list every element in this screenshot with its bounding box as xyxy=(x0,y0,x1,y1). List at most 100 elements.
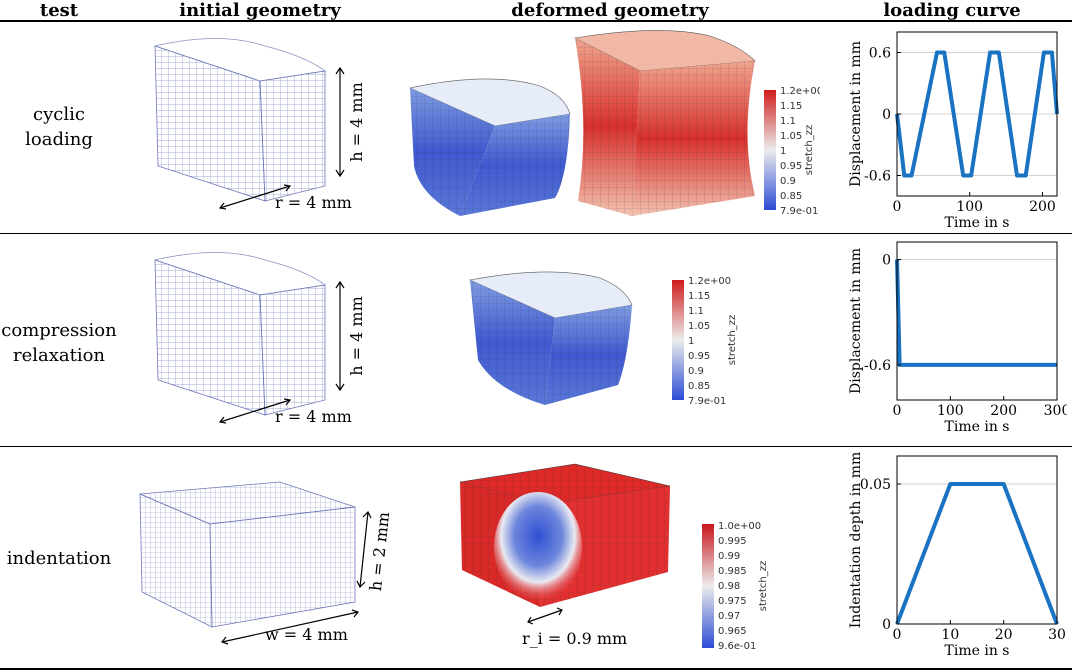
colorbar-ticks: 1.0e+00 0.995 0.99 0.985 0.98 0.975 0.97… xyxy=(718,521,761,652)
colorbar-title: stretch_zz xyxy=(804,125,815,175)
colorbar-tick: 0.95 xyxy=(688,351,710,362)
loading-curve-indentation: 0 10 20 30 0 0.05 Time in s Indentation depth i… xyxy=(848,452,1066,659)
colorbar-tick: 0.97 xyxy=(718,611,740,622)
x-tick-label: 10 xyxy=(941,627,959,643)
colorbar-tick: 1 xyxy=(688,336,694,347)
series-line xyxy=(895,482,1059,625)
colorbar-title: stretch_zz xyxy=(727,315,738,365)
colorbar-tick: 0.98 xyxy=(718,581,740,592)
w-label: w = 4 mm xyxy=(265,625,348,644)
x-tick-label: 0 xyxy=(893,627,902,643)
colorbar-ticks: 1.2e+00 1.15 1.1 1.05 1 0.95 0.9 0.85 7.… xyxy=(688,276,731,407)
indentation-zone xyxy=(494,492,582,602)
x-tick-label: 0 xyxy=(893,403,902,419)
x-tick-label: 20 xyxy=(995,627,1013,643)
colorbar-tick: 0.85 xyxy=(780,191,802,202)
x-tick-label: 100 xyxy=(937,403,964,419)
y-axis-label: Indentation depth in mm xyxy=(848,452,864,628)
r-label: r = 4 mm xyxy=(275,407,352,426)
initial-geometry-cyclic: h = 4 mm r = 4 mm xyxy=(153,38,366,212)
colorbar-tick: 0.99 xyxy=(718,551,740,562)
header-test: test xyxy=(39,0,79,21)
row-label-cyclic: cyclic loading xyxy=(0,102,118,152)
plot-frame xyxy=(896,241,1058,401)
colorbar-tick: 1.1 xyxy=(688,306,704,317)
colorbar-tick: 0.995 xyxy=(718,536,747,547)
loading-curve-compression: 0 100 200 300 -0.6 0 Time in s Displacement in … xyxy=(848,241,1067,435)
colorbar-tick: 1.2e+00 xyxy=(780,86,820,97)
top-rule xyxy=(0,20,1072,22)
y-tick-label: -0.6 xyxy=(864,358,891,374)
colorbar-tick: 0.9 xyxy=(688,366,704,377)
y-tick-label: 0.05 xyxy=(860,477,891,493)
colorbar-title: stretch_zz xyxy=(758,561,769,611)
row-label-line: cyclic xyxy=(33,104,85,125)
colorbar xyxy=(702,524,714,648)
y-tick-label: 0 xyxy=(882,107,891,123)
colorbar-tick: 1.15 xyxy=(780,101,802,112)
x-axis-label: Time in s xyxy=(945,419,1010,435)
y-axis-label: Displacement in mm xyxy=(848,41,864,187)
x-tick-label: 30 xyxy=(1048,627,1066,643)
y-tick-label: 0.6 xyxy=(869,46,891,62)
row-divider-1 xyxy=(0,233,1072,234)
h-label: h = 2 mm xyxy=(366,511,393,592)
colorbar-tick: 0.975 xyxy=(718,596,747,607)
row-label-line: indentation xyxy=(6,548,112,569)
r-arrow xyxy=(219,185,291,209)
row-divider-2 xyxy=(0,446,1072,447)
cylinder-side-face xyxy=(259,70,326,202)
row-label-line: relaxation xyxy=(12,345,106,366)
x-tick-label: 0 xyxy=(893,199,902,215)
plot-frame xyxy=(896,455,1058,625)
series-line xyxy=(895,259,1057,367)
y-tick-label: -0.6 xyxy=(864,169,891,185)
colorbar-ticks: 1.2e+00 1.15 1.1 1.05 1 0.95 0.9 0.85 7.… xyxy=(780,86,820,217)
header-deformed-geometry: deformed geometry xyxy=(511,0,709,21)
x-axis-label: Time in s xyxy=(945,215,1010,230)
cylinder-top xyxy=(153,38,327,82)
deformed-geometry-indentation: r_i = 0.9 mm 1.0e+00 0.995 0.99 0.985 0.… xyxy=(459,463,769,652)
x-tick-label: 100 xyxy=(956,199,983,215)
colorbar-tick: 0.985 xyxy=(718,566,747,577)
x-tick-label: 200 xyxy=(990,403,1017,419)
colorbar-tick: 1.15 xyxy=(688,291,710,302)
row-label-compression: compression relaxation xyxy=(0,318,118,368)
colorbar-tick: 0.85 xyxy=(688,381,710,392)
block-side xyxy=(209,506,356,628)
colorbar-tick: 0.9 xyxy=(780,176,796,187)
row-label-indentation: indentation xyxy=(0,546,118,571)
y-tick-label: 0 xyxy=(882,253,891,269)
x-axis-label: Time in s xyxy=(945,643,1010,659)
row-label-line: loading xyxy=(25,129,93,150)
r-label: r = 4 mm xyxy=(275,193,352,212)
colorbar-tick: 7.9e-01 xyxy=(688,396,726,407)
colorbar-tick: 1.05 xyxy=(780,131,802,142)
colorbar-tick: 1.1 xyxy=(780,116,796,127)
initial-geometry-compression: h = 4 mm r = 4 mm xyxy=(153,252,366,426)
colorbar xyxy=(764,90,776,210)
ri-label: r_i = 0.9 mm xyxy=(522,629,627,648)
y-axis-label: Displacement in mm xyxy=(848,248,864,394)
deformed-geometry-compression: 1.2e+00 1.15 1.1 1.05 1 0.95 0.9 0.85 7.… xyxy=(469,271,738,407)
x-tick-label: 200 xyxy=(1029,199,1056,215)
colorbar-tick: 1.0e+00 xyxy=(718,521,761,532)
y-tick-label: 0 xyxy=(882,617,891,633)
colorbar-tick: 9.6e-01 xyxy=(718,641,756,652)
colorbar xyxy=(672,280,684,400)
header-loading-curve: loading curve xyxy=(883,0,1021,21)
series-line xyxy=(895,50,1059,178)
x-tick-label: 300 xyxy=(1044,403,1067,419)
deformed-geometry-cyclic: 1.2e+00 1.15 1.1 1.05 1 0.95 0.9 0.85 7.… xyxy=(409,30,820,217)
bottom-rule xyxy=(0,668,1072,670)
colorbar-tick: 0.95 xyxy=(780,161,802,172)
h-label: h = 4 mm xyxy=(347,296,366,376)
colorbar-tick: 1 xyxy=(780,146,786,157)
colorbar-tick: 1.2e+00 xyxy=(688,276,731,287)
colorbar-tick: 0.965 xyxy=(718,626,747,637)
header-initial-geometry: initial geometry xyxy=(179,0,341,21)
h-label: h = 4 mm xyxy=(347,82,366,162)
initial-geometry-indentation: h = 2 mm w = 4 mm xyxy=(139,481,393,645)
colorbar-tick: 7.9e-01 xyxy=(780,206,818,217)
